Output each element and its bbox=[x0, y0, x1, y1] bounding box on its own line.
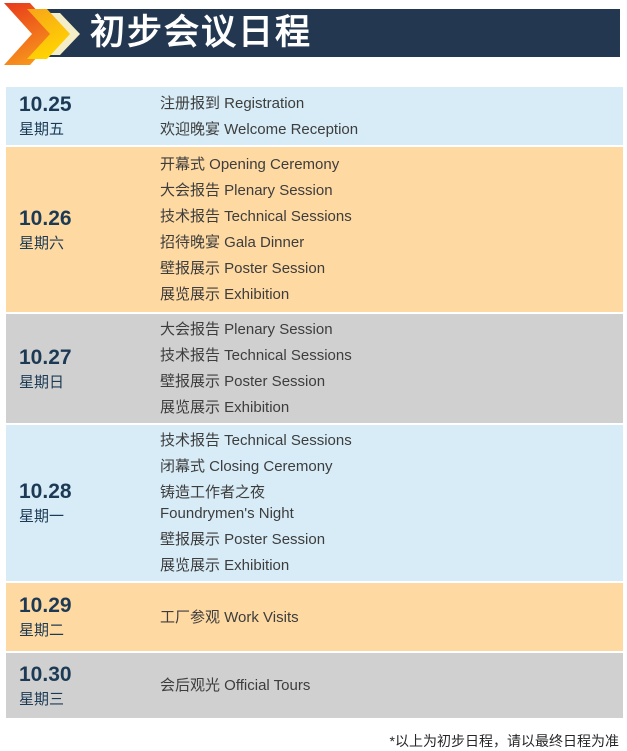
date-cell: 10.28 星期一 bbox=[6, 425, 160, 581]
date-label: 10.27 bbox=[19, 345, 72, 369]
event-list: 注册报到 Registration 欢迎晚宴 Welcome Reception bbox=[160, 87, 623, 145]
event-item: 技术报告 Technical Sessions bbox=[160, 347, 352, 364]
event-item: 闭幕式 Closing Ceremony bbox=[160, 458, 333, 475]
weekday-label: 星期一 bbox=[19, 508, 65, 525]
date-cell: 10.30 星期三 bbox=[6, 653, 160, 718]
event-item: 壁报展示 Poster Session bbox=[160, 260, 326, 277]
chevron-yellow bbox=[27, 9, 70, 59]
footer-note: *以上为初步日程，请以最终日程为准 bbox=[389, 733, 619, 749]
date-cell: 10.29 星期二 bbox=[6, 583, 160, 651]
chevron-red bbox=[4, 3, 58, 65]
event-item: 展览展示 Exhibition bbox=[160, 399, 290, 416]
event-item: 展览展示 Exhibition bbox=[160, 557, 290, 574]
event-item: 工厂参观 Work Visits bbox=[160, 608, 299, 626]
schedule-row: 10.30 星期三 会后观光 Official Tours bbox=[6, 653, 623, 718]
event-list: 工厂参观 Work Visits bbox=[160, 583, 623, 651]
schedule-row: 10.26 星期六 开幕式 Opening Ceremony 大会报告 Plena… bbox=[6, 147, 623, 312]
event-list: 技术报告 Technical Sessions 闭幕式 Closing Cerem… bbox=[160, 425, 623, 581]
weekday-label: 星期五 bbox=[19, 121, 65, 138]
schedule-row: 10.28 星期一 技术报告 Technical Sessions 闭幕式 Clo… bbox=[6, 425, 623, 581]
weekday-label: 星期二 bbox=[19, 622, 65, 639]
event-item: 壁报展示 Poster Session bbox=[160, 373, 326, 390]
weekday-label: 星期六 bbox=[19, 234, 65, 252]
event-item: 展览展示 Exhibition bbox=[160, 286, 290, 303]
chevron-cream bbox=[44, 13, 80, 55]
event-item: 招待晚宴 Gala Dinner bbox=[160, 234, 305, 251]
date-label: 10.28 bbox=[19, 480, 72, 503]
header-bar: 初步会议日程 bbox=[36, 9, 620, 57]
event-item: 开幕式 Opening Ceremony bbox=[160, 156, 340, 173]
event-list: 开幕式 Opening Ceremony 大会报告 Plenary Session… bbox=[160, 147, 623, 312]
schedule-table: 10.25 星期五 注册报到 Registration 欢迎晚宴 Welcome … bbox=[6, 87, 623, 718]
event-list: 会后观光 Official Tours bbox=[160, 653, 623, 718]
event-item: 铸造工作者之夜 Foundrymen's Night bbox=[160, 484, 294, 522]
schedule-row: 10.29 星期二 工厂参观 Work Visits bbox=[6, 583, 623, 651]
schedule-rows: 10.25 星期五 注册报到 Registration 欢迎晚宴 Welcome … bbox=[6, 87, 623, 718]
date-label: 10.25 bbox=[19, 93, 72, 116]
page-title: 初步会议日程 bbox=[90, 13, 313, 52]
event-item: 注册报到 Registration bbox=[160, 94, 305, 112]
date-cell: 10.26 星期六 bbox=[6, 147, 160, 312]
event-item: 会后观光 Official Tours bbox=[160, 677, 311, 694]
schedule-row: 10.27 星期日 大会报告 Plenary Session 技术报告 Techn… bbox=[6, 314, 623, 423]
schedule-row: 10.25 星期五 注册报到 Registration 欢迎晚宴 Welcome … bbox=[6, 87, 623, 145]
header-banner: 初步会议日程 bbox=[0, 0, 627, 68]
date-label: 10.26 bbox=[19, 206, 72, 230]
event-list: 大会报告 Plenary Session 技术报告 Technical Sessi… bbox=[160, 314, 623, 423]
date-label: 10.29 bbox=[19, 594, 72, 617]
event-item: 技术报告 Technical Sessions bbox=[160, 208, 352, 225]
event-item: 欢迎晚宴 Welcome Reception bbox=[160, 120, 359, 138]
weekday-label: 星期三 bbox=[19, 690, 65, 708]
event-item: 技术报告 Technical Sessions bbox=[160, 432, 352, 449]
event-item: 大会报告 Plenary Session bbox=[160, 321, 333, 338]
footer: *以上为初步日程，请以最终日程为准 bbox=[0, 731, 627, 751]
date-cell: 10.27 星期日 bbox=[6, 314, 160, 423]
weekday-label: 星期日 bbox=[19, 373, 65, 391]
date-label: 10.30 bbox=[19, 662, 72, 686]
date-cell: 10.25 星期五 bbox=[6, 87, 160, 145]
event-item: 壁报展示 Poster Session bbox=[160, 531, 326, 548]
chevron-arrows-icon bbox=[4, 3, 80, 65]
event-item: 大会报告 Plenary Session bbox=[160, 182, 333, 199]
